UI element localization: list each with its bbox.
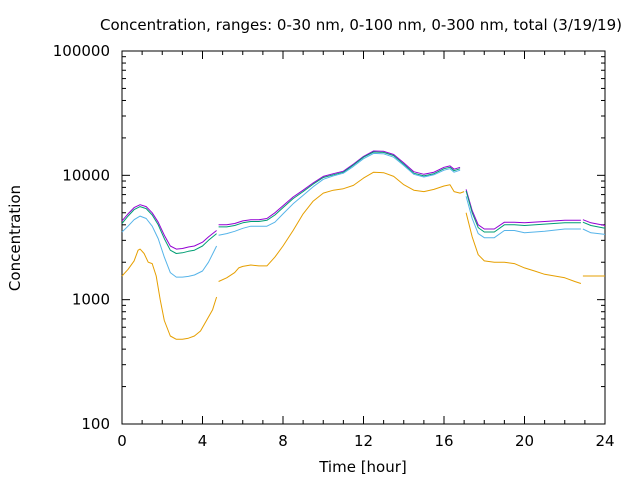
series-line-range-0-30: [218, 171, 465, 282]
plot-frame: [121, 50, 606, 425]
y-axis: 100 1000 10000 100000: [53, 42, 605, 433]
series-line-range-0-100: [582, 228, 606, 235]
series-line-range-0-300: [465, 190, 581, 233]
x-tick-label: 12: [354, 432, 373, 450]
series-line-total: [582, 219, 606, 226]
y-tick-label: 10000: [62, 166, 110, 184]
series-line-range-0-100: [218, 152, 461, 236]
series-line-range-0-300: [218, 151, 461, 228]
series-layer: [121, 150, 606, 340]
x-tick-label: 8: [278, 432, 288, 450]
y-tick-label: 100: [81, 415, 110, 433]
y-tick-label: 100000: [53, 42, 110, 60]
series-line-total: [465, 189, 581, 230]
x-axis-label: Time [hour]: [318, 458, 407, 476]
series-line-range-0-300: [121, 206, 217, 254]
x-tick-label: 4: [198, 432, 208, 450]
series-line-total: [218, 150, 461, 226]
x-tick-label: 24: [595, 432, 614, 450]
y-axis-label: Concentration: [6, 185, 24, 291]
series-line-range-0-30: [121, 248, 218, 340]
x-tick-label: 16: [434, 432, 453, 450]
chart-title: Concentration, ranges: 0-30 nm, 0-100 nm…: [100, 16, 622, 34]
x-tick-label: 20: [515, 432, 534, 450]
series-line-range-0-30: [465, 212, 582, 284]
x-tick-label: 0: [117, 432, 127, 450]
series-line-total: [121, 204, 217, 250]
series-line-range-0-100: [121, 215, 218, 278]
series-line-range-0-300: [582, 221, 606, 229]
x-axis: 0 4 8 12 16 20 24: [117, 51, 615, 450]
series-line-range-0-100: [465, 196, 581, 239]
y-tick-label: 1000: [72, 291, 110, 309]
